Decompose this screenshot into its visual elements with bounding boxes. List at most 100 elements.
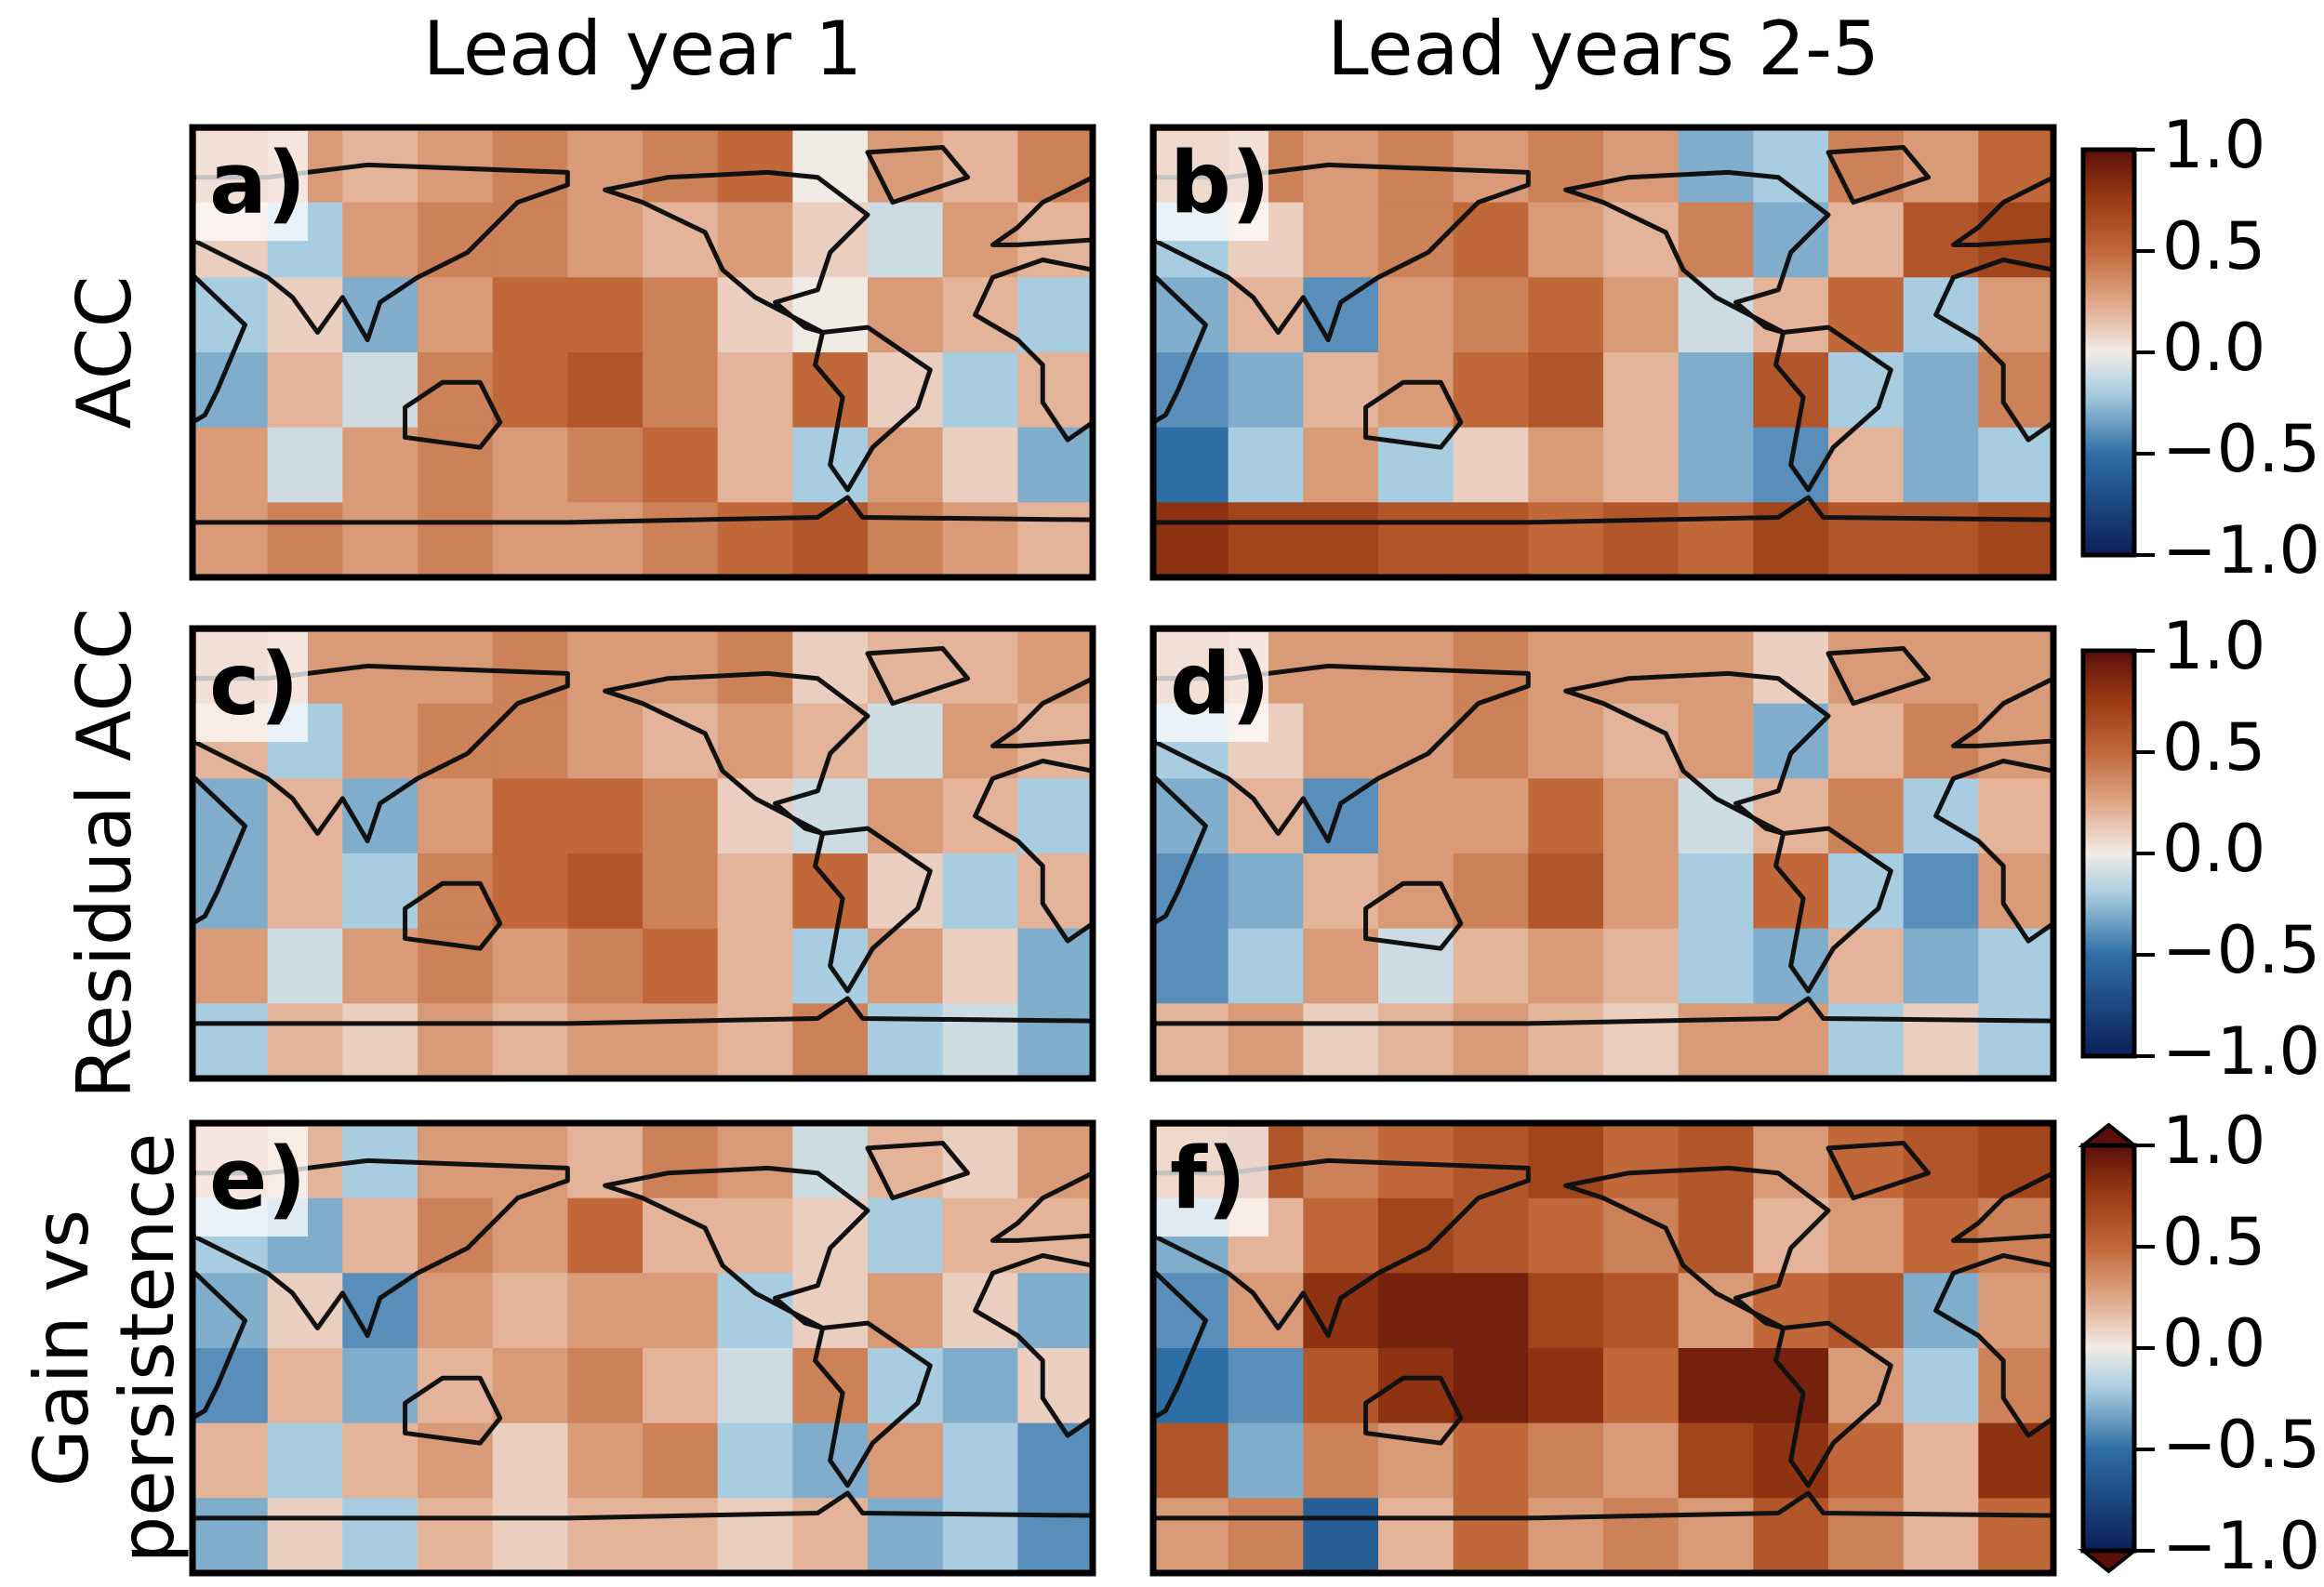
grid-cell xyxy=(193,928,269,1004)
grid-cell xyxy=(567,427,644,503)
grid-cell xyxy=(1453,277,1529,353)
grid-cell xyxy=(1017,502,1094,578)
grid-cell xyxy=(1453,127,1529,204)
grid-cell xyxy=(643,1123,719,1199)
colorbar-tick-label: 0.5 xyxy=(2162,208,2265,284)
grid-cell xyxy=(567,277,644,353)
grid-cell xyxy=(1303,928,1379,1004)
grid-cell xyxy=(1903,502,1979,578)
column-title: Lead year 1 xyxy=(423,6,862,92)
grid-cell xyxy=(1753,1123,1829,1199)
grid-cell xyxy=(942,1273,1018,1349)
panel-frame xyxy=(1149,625,2057,1082)
grid-cell xyxy=(1678,502,1754,578)
grid-cell xyxy=(868,502,944,578)
grid-cell xyxy=(1678,1273,1754,1349)
grid-cell xyxy=(418,778,494,854)
grid-cell xyxy=(1678,202,1754,278)
grid-cell xyxy=(1378,502,1454,578)
row-label: ACC xyxy=(61,275,148,429)
grid-cell xyxy=(1603,277,1680,353)
grid-cell xyxy=(1153,427,1229,503)
grid-cell xyxy=(792,703,869,779)
grid-cell xyxy=(942,1197,1018,1274)
grid-cell xyxy=(1528,703,1604,779)
grid-cell xyxy=(1903,778,1979,854)
grid-cell xyxy=(792,277,869,353)
grid-cell xyxy=(567,778,644,854)
grid-cell xyxy=(1303,502,1379,578)
colorbar-tick-label: 1.0 xyxy=(2162,608,2265,684)
grid-cell xyxy=(492,628,568,705)
grid-cell xyxy=(1903,1003,1979,1079)
grid-cell xyxy=(1017,1123,1094,1199)
grid-cell xyxy=(567,928,644,1004)
panel-frame xyxy=(189,1119,1096,1577)
grid-cell xyxy=(492,277,568,353)
grid-cell xyxy=(942,502,1018,578)
grid-cell xyxy=(717,1003,793,1079)
map-panel: d) xyxy=(1149,625,2057,1082)
grid-cell xyxy=(1453,1348,1529,1424)
grid-cell xyxy=(643,1498,719,1574)
grid-cell xyxy=(643,1348,719,1424)
colorbar-tick-label: 0.5 xyxy=(2162,1204,2265,1280)
grid-cell xyxy=(868,1197,944,1274)
grid-cell xyxy=(1528,853,1604,930)
grid-cell xyxy=(492,1273,568,1349)
grid-cell xyxy=(1528,928,1604,1004)
grid-cell xyxy=(1678,1498,1754,1574)
grid-cell xyxy=(1753,1348,1829,1424)
grid-cell xyxy=(868,703,944,779)
grid-cell xyxy=(942,352,1018,429)
grid-cell xyxy=(1903,1498,1979,1574)
grid-cell xyxy=(492,1123,568,1199)
colorbar-tick-label: 0.0 xyxy=(2162,811,2265,887)
grid-cell xyxy=(1528,202,1604,278)
grid-cell xyxy=(1303,1197,1379,1274)
grid-cell xyxy=(492,778,568,854)
grid-cell xyxy=(1228,853,1304,930)
colorbar-tick-label: −0.5 xyxy=(2162,411,2320,487)
grid-cell xyxy=(792,853,869,930)
grid-cell xyxy=(418,277,494,353)
grid-cell xyxy=(1678,1422,1754,1499)
grid-cell xyxy=(1228,928,1304,1004)
grid-cell xyxy=(567,202,644,278)
grid-cell xyxy=(1903,1123,1979,1199)
grid-cell xyxy=(1603,1123,1680,1199)
grid-cell xyxy=(193,427,269,503)
grid-cell xyxy=(717,1273,793,1349)
grid-cell xyxy=(1903,1273,1979,1349)
column-title: Lead years 2-5 xyxy=(1327,6,1879,92)
grid-cell xyxy=(717,628,793,705)
grid-cell xyxy=(1903,1197,1979,1274)
grid-cell xyxy=(267,928,343,1004)
grid-cell xyxy=(792,1498,869,1574)
grid-cell xyxy=(942,1348,1018,1424)
colorbar-tick-label: −1.0 xyxy=(2162,512,2320,589)
label-box xyxy=(196,1127,308,1237)
grid-cell xyxy=(1678,628,1754,705)
grid-cell xyxy=(1378,1273,1454,1349)
colorbar-tick-label: −1.0 xyxy=(2162,1013,2320,1090)
grid-cell xyxy=(868,202,944,278)
grid-cell xyxy=(1603,1422,1680,1499)
grid-cell xyxy=(717,127,793,204)
grid-cell xyxy=(643,502,719,578)
grid-cell xyxy=(1528,1273,1604,1349)
grid-cell xyxy=(1528,502,1604,578)
grid-cell xyxy=(492,1422,568,1499)
grid-cell xyxy=(418,1273,494,1349)
panel-label: f) xyxy=(1170,1129,1246,1228)
grid-cell xyxy=(1753,277,1829,353)
grid-cell xyxy=(1603,703,1680,779)
grid-cell xyxy=(267,1422,343,1499)
grid-cell xyxy=(1603,202,1680,278)
grid-cell xyxy=(942,127,1018,204)
panel-label: a) xyxy=(209,133,306,232)
grid-cell xyxy=(717,1348,793,1424)
grid-cell xyxy=(1903,703,1979,779)
grid-cell xyxy=(567,1498,644,1574)
grid-cell xyxy=(1753,703,1829,779)
